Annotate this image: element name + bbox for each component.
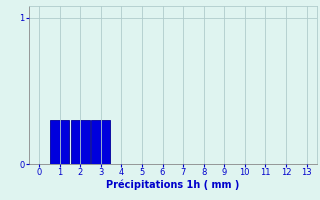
X-axis label: Précipitations 1h ( mm ): Précipitations 1h ( mm ) xyxy=(106,180,239,190)
Bar xyxy=(50,120,69,164)
Bar xyxy=(71,120,90,164)
Bar xyxy=(91,120,110,164)
